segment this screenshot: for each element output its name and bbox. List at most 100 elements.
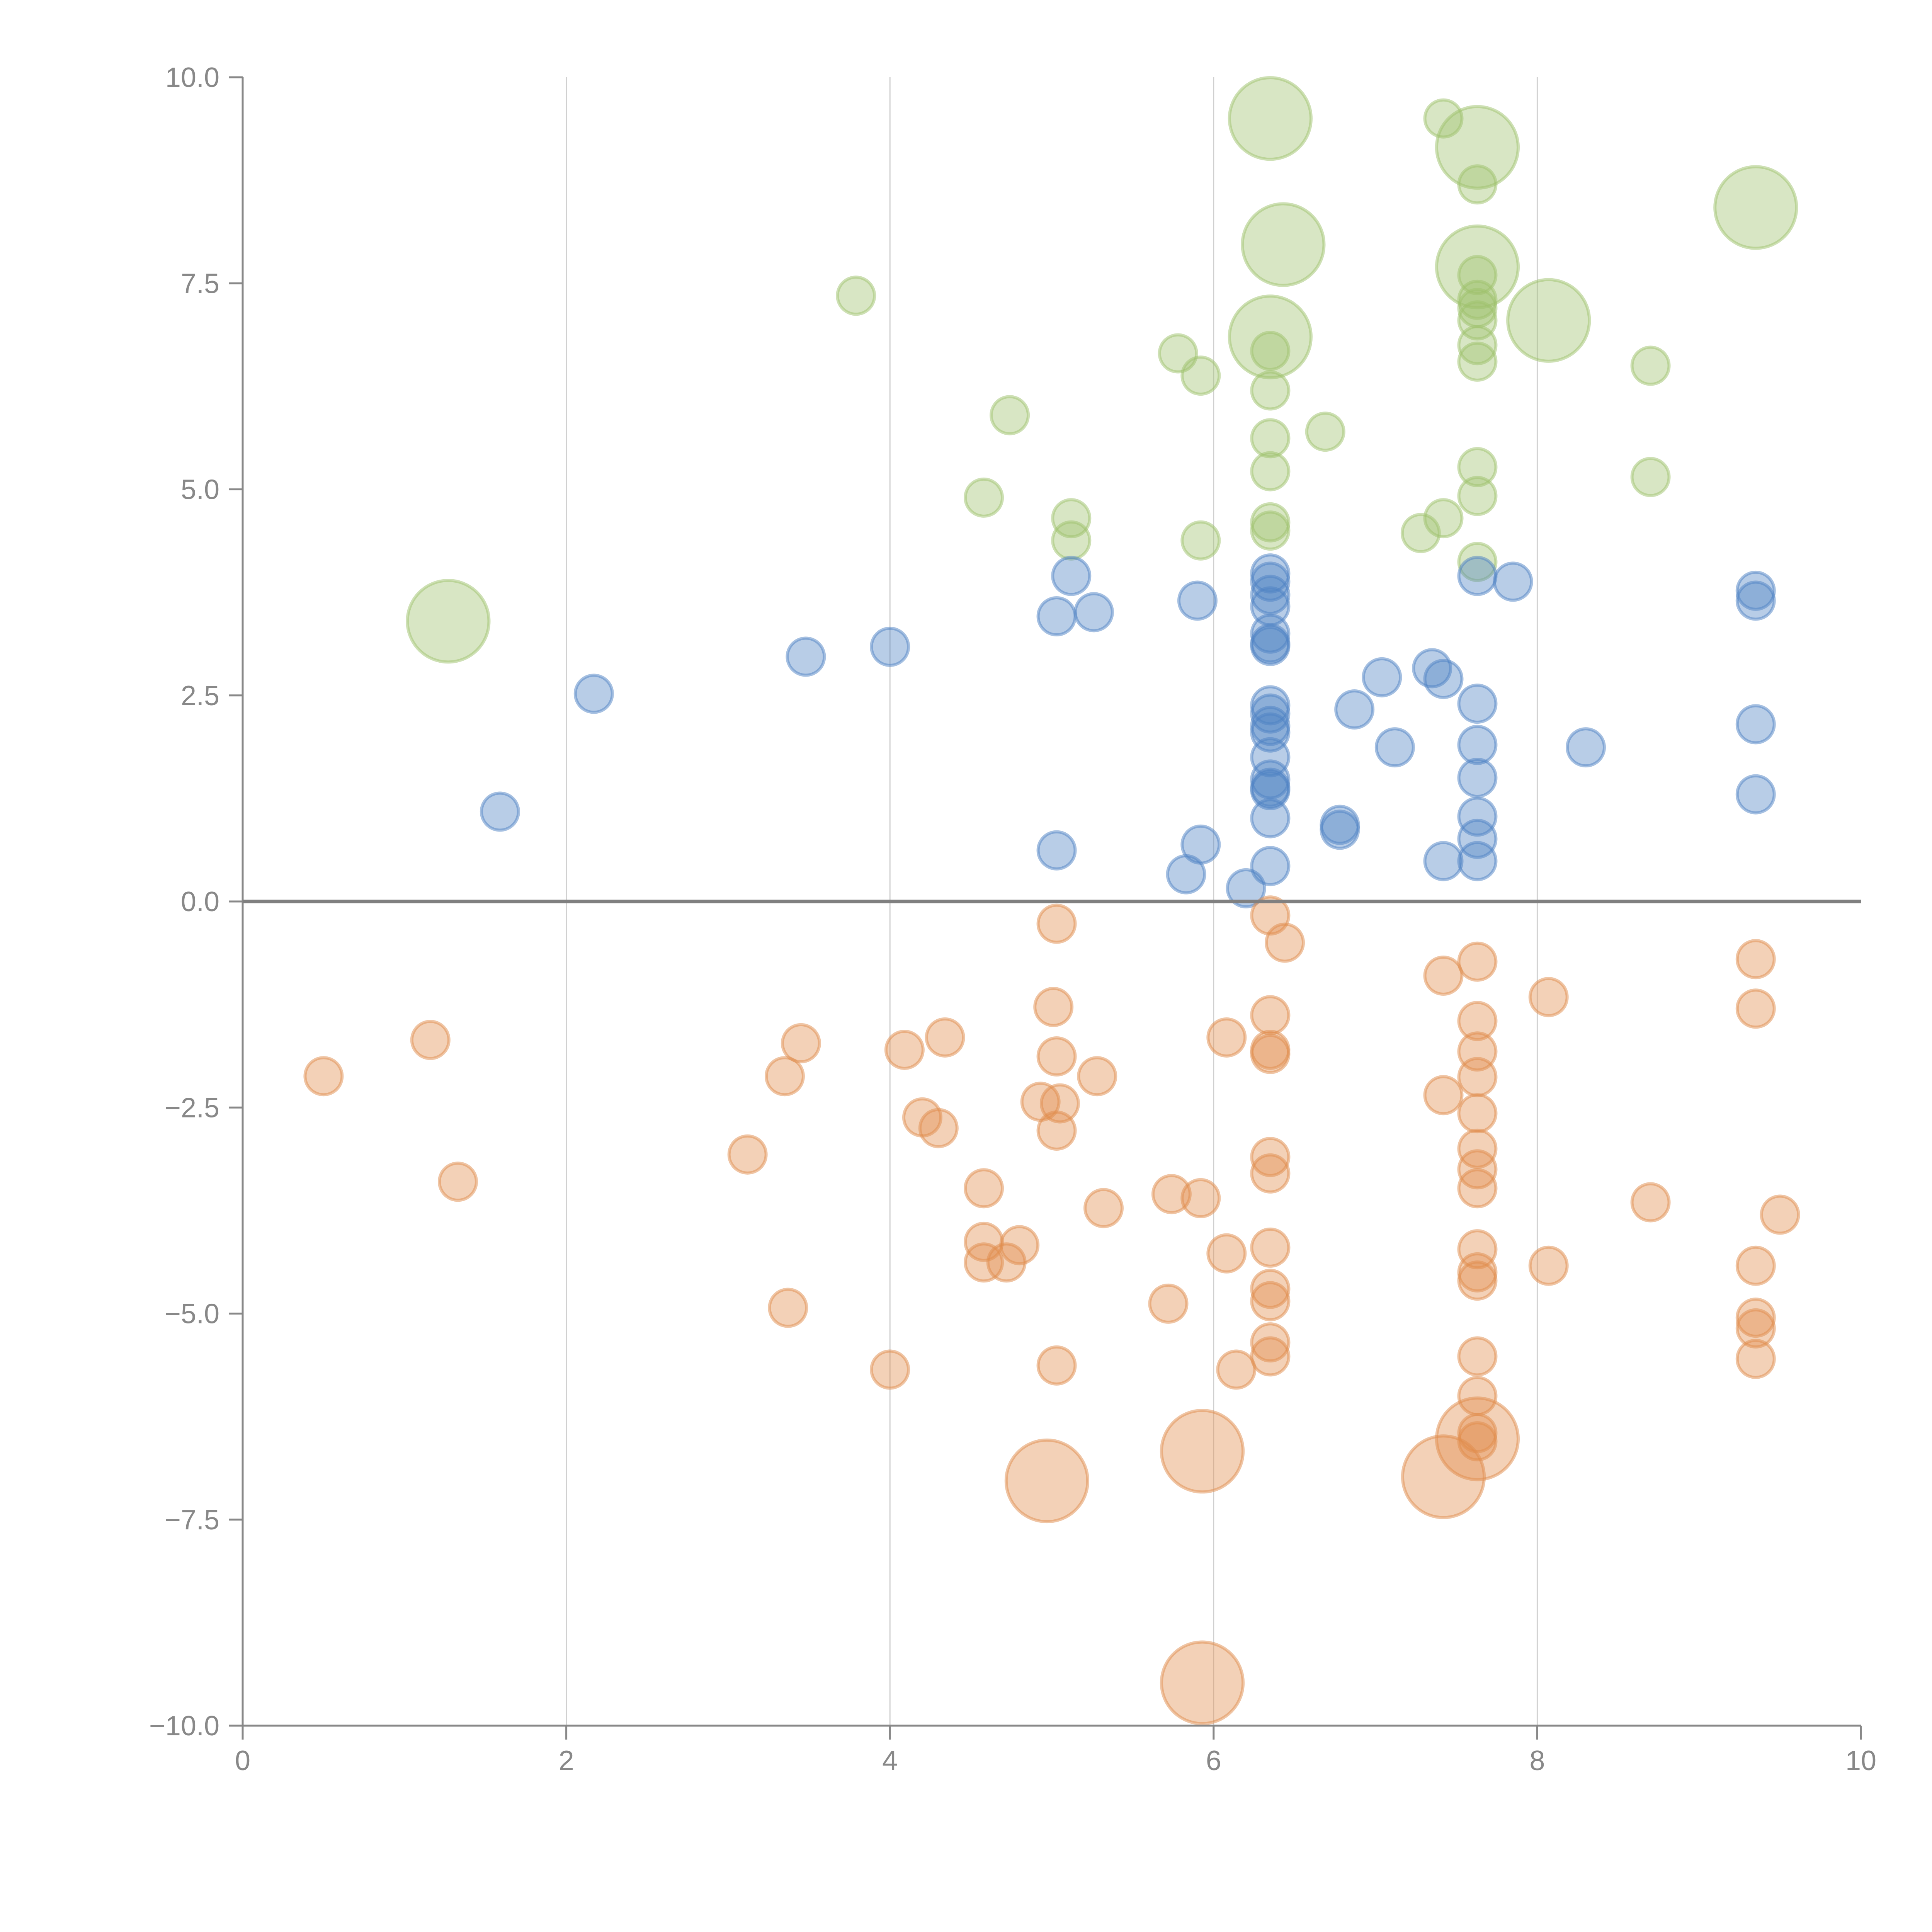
- bubble-point[interactable]: [1435, 1396, 1520, 1481]
- bubble-point[interactable]: [1160, 1640, 1245, 1725]
- bubble-point[interactable]: [1250, 1322, 1291, 1363]
- bubble-point[interactable]: [1423, 841, 1464, 881]
- bubble-point[interactable]: [1250, 737, 1291, 777]
- bubble-point[interactable]: [1401, 1434, 1486, 1519]
- bubble-point[interactable]: [1250, 798, 1291, 838]
- bubble-point[interactable]: [1457, 1168, 1498, 1209]
- bubble-point[interactable]: [1713, 165, 1798, 250]
- bubble-point[interactable]: [1457, 684, 1498, 724]
- bubble-point[interactable]: [1206, 1233, 1247, 1274]
- bubble-point[interactable]: [1148, 1283, 1189, 1324]
- bubble-point[interactable]: [1036, 1036, 1077, 1077]
- bubble-point[interactable]: [1177, 580, 1218, 621]
- bubble-point[interactable]: [1457, 341, 1498, 382]
- bubble-point[interactable]: [925, 1017, 965, 1058]
- bubble-point[interactable]: [1630, 1182, 1671, 1223]
- bubble-point[interactable]: [1423, 1075, 1464, 1116]
- bubble-point[interactable]: [1457, 447, 1498, 487]
- bubble-point[interactable]: [1457, 1128, 1498, 1169]
- bubble-point[interactable]: [1250, 1137, 1291, 1177]
- bubble-point[interactable]: [1241, 202, 1326, 287]
- bubble-point[interactable]: [1435, 224, 1520, 310]
- bubble-point[interactable]: [1566, 727, 1606, 768]
- bubble-point[interactable]: [1334, 689, 1375, 730]
- bubble-point[interactable]: [1250, 626, 1291, 666]
- bubble-point[interactable]: [1457, 1229, 1498, 1270]
- bubble-point[interactable]: [480, 791, 520, 832]
- bubble-point[interactable]: [1320, 810, 1360, 850]
- bubble-point[interactable]: [1250, 995, 1291, 1036]
- bubble-point[interactable]: [1457, 1057, 1498, 1097]
- bubble-point[interactable]: [1077, 1056, 1117, 1097]
- bubble-point[interactable]: [1036, 1345, 1077, 1386]
- bubble-point[interactable]: [1250, 1269, 1291, 1309]
- bubble-point[interactable]: [1180, 355, 1221, 396]
- bubble-point[interactable]: [1735, 580, 1776, 621]
- bubble-point[interactable]: [1250, 1153, 1291, 1194]
- bubble-point[interactable]: [1412, 648, 1452, 689]
- bubble-point[interactable]: [1250, 451, 1291, 492]
- bubble-point[interactable]: [1735, 774, 1776, 815]
- bubble-point[interactable]: [1083, 1188, 1124, 1228]
- bubble-point[interactable]: [1506, 278, 1591, 363]
- bubble-point[interactable]: [1166, 854, 1206, 895]
- bubble-point[interactable]: [1630, 457, 1671, 497]
- bubble-point[interactable]: [1180, 1178, 1221, 1218]
- bubble-point[interactable]: [884, 1029, 925, 1070]
- bubble-point[interactable]: [1206, 1017, 1247, 1058]
- bubble-point[interactable]: [410, 1020, 451, 1060]
- bubble-point[interactable]: [1250, 770, 1291, 811]
- bubble-point[interactable]: [964, 477, 1004, 518]
- bubble-point[interactable]: [1250, 1281, 1291, 1321]
- bubble-point[interactable]: [764, 1056, 805, 1097]
- bubble-point[interactable]: [1457, 941, 1498, 982]
- bubble-point[interactable]: [1305, 412, 1345, 452]
- bubble-point[interactable]: [1735, 988, 1776, 1029]
- bubble-point[interactable]: [1051, 498, 1092, 539]
- bubble-point[interactable]: [1036, 903, 1077, 944]
- bubble-point[interactable]: [1374, 727, 1415, 768]
- bubble-point[interactable]: [1250, 1227, 1291, 1268]
- bubble-point[interactable]: [1228, 294, 1313, 379]
- bubble-point[interactable]: [990, 395, 1030, 435]
- bubble-point[interactable]: [1265, 922, 1305, 963]
- bubble-point[interactable]: [986, 1242, 1027, 1283]
- bubble-point[interactable]: [1180, 520, 1221, 561]
- bubble-point[interactable]: [727, 1134, 768, 1175]
- bubble-point[interactable]: [1457, 796, 1498, 837]
- bubble-point[interactable]: [1457, 556, 1498, 596]
- bubble-point[interactable]: [1228, 76, 1313, 161]
- bubble-point[interactable]: [1735, 704, 1776, 745]
- bubble-point[interactable]: [1151, 1174, 1192, 1214]
- bubble-point[interactable]: [1250, 510, 1291, 551]
- bubble-point[interactable]: [1250, 575, 1291, 615]
- bubble-point[interactable]: [918, 1108, 959, 1148]
- bubble-point[interactable]: [1735, 1338, 1776, 1379]
- bubble-point[interactable]: [1735, 570, 1776, 611]
- bubble-point[interactable]: [1362, 657, 1402, 697]
- bubble-point[interactable]: [1033, 987, 1074, 1027]
- bubble-point[interactable]: [1735, 1245, 1776, 1286]
- bubble-point[interactable]: [1250, 418, 1291, 459]
- bubble-point[interactable]: [1457, 164, 1498, 205]
- bubble-point[interactable]: [1735, 1298, 1776, 1338]
- bubble-point[interactable]: [1036, 830, 1077, 871]
- bubble-point[interactable]: [1226, 868, 1266, 908]
- bubble-point[interactable]: [1216, 1349, 1257, 1390]
- bubble-point[interactable]: [1051, 556, 1092, 596]
- bubble-point[interactable]: [1457, 724, 1498, 765]
- bubble-point[interactable]: [1051, 520, 1092, 561]
- bubble-point[interactable]: [1457, 1260, 1498, 1301]
- bubble-point[interactable]: [768, 1287, 808, 1328]
- bubble-point[interactable]: [1457, 476, 1498, 516]
- bubble-point[interactable]: [1250, 1034, 1291, 1074]
- bubble-point[interactable]: [1493, 561, 1533, 602]
- bubble-point[interactable]: [1250, 1336, 1291, 1377]
- bubble-point[interactable]: [786, 636, 826, 677]
- bubble-point[interactable]: [573, 673, 614, 714]
- bubble-point[interactable]: [406, 579, 491, 664]
- bubble-point[interactable]: [1250, 331, 1291, 371]
- bubble-point[interactable]: [1735, 939, 1776, 980]
- bubble-point[interactable]: [1423, 98, 1464, 139]
- bubble-point[interactable]: [836, 276, 876, 316]
